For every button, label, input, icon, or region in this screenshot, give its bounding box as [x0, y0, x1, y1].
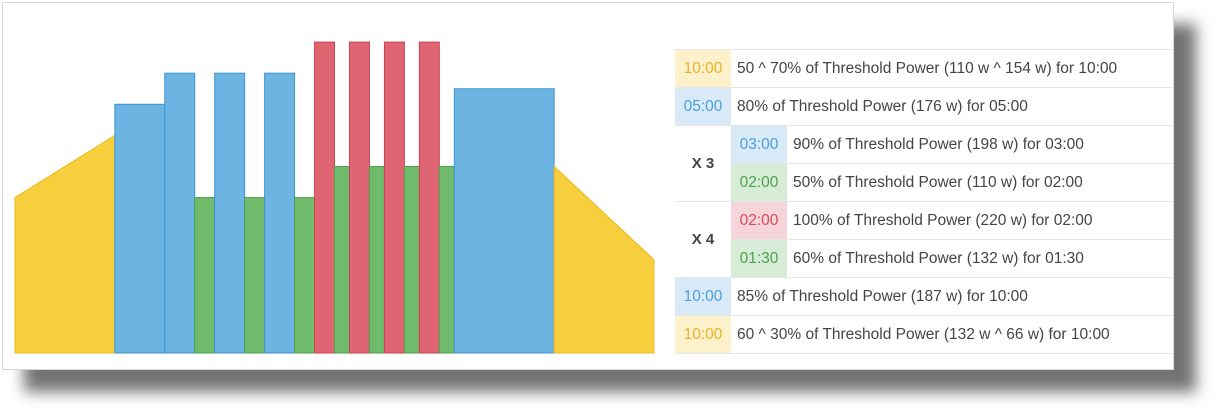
table-row: 10:00 50 ^ 70% of Threshold Power (110 w … [675, 49, 1172, 88]
chart-segment-18-warmup [553, 165, 655, 354]
step-description: 60% of Threshold Power (132 w) for 01:30 [787, 239, 1172, 278]
step-description: 50 ^ 70% of Threshold Power (110 w ^ 154… [731, 49, 1172, 88]
chart-segment-12-recovery [368, 165, 385, 354]
step-duration: 02:00 [731, 163, 787, 202]
step-description: 50% of Threshold Power (110 w) for 02:00 [787, 163, 1172, 202]
chart-segment-10-recovery [334, 165, 350, 354]
chart-segment-13-threshold [383, 41, 405, 354]
chart-segment-15-threshold [418, 41, 440, 354]
step-duration: 02:00 [731, 201, 787, 240]
table-row: 02:00 50% of Threshold Power (110 w) for … [675, 163, 1172, 202]
step-duration: 10:00 [675, 49, 731, 88]
table-row: 10:00 85% of Threshold Power (187 w) for … [675, 277, 1172, 316]
chart-segment-9-threshold [314, 41, 335, 354]
step-description: 80% of Threshold Power (176 w) for 05:00 [731, 87, 1172, 126]
chart-segment-1-warmup [14, 134, 116, 354]
step-description: 85% of Threshold Power (187 w) for 10:00 [731, 277, 1172, 316]
step-duration: 05:00 [675, 87, 731, 126]
chart-segment-11-threshold [348, 41, 370, 354]
chart-segment-14-recovery [403, 165, 420, 354]
step-duration: 10:00 [675, 315, 731, 354]
chart-segment-5-endurance [214, 72, 246, 354]
repeat-count: X 4 [675, 201, 731, 278]
step-duration: 03:00 [731, 125, 787, 164]
step-description: 90% of Threshold Power (198 w) for 03:00 [787, 125, 1172, 164]
repeat-count: X 3 [675, 125, 731, 202]
chart-segment-8-recovery [294, 197, 316, 354]
step-description: 60 ^ 30% of Threshold Power (132 w ^ 66 … [731, 315, 1172, 354]
chart-segment-6-recovery [244, 197, 266, 354]
step-description: 100% of Threshold Power (220 w) for 02:0… [787, 201, 1172, 240]
chart-segment-4-recovery [194, 197, 216, 354]
table-row: X 3 03:00 90% of Threshold Power (198 w) f… [675, 125, 1172, 202]
chart-segment-2-endurance [114, 103, 166, 354]
workout-profile-chart [14, 41, 655, 354]
step-duration: 10:00 [675, 277, 731, 316]
chart-segment-17-endurance [453, 88, 555, 354]
table-row: 01:30 60% of Threshold Power (132 w) for … [675, 239, 1172, 278]
table-row: 10:00 60 ^ 30% of Threshold Power (132 w … [675, 315, 1172, 354]
table-row: 05:00 80% of Threshold Power (176 w) for … [675, 87, 1172, 126]
table-row: X 4 02:00 100% of Threshold Power (220 w) … [675, 201, 1172, 278]
workout-card: 10:00 50 ^ 70% of Threshold Power (110 w … [2, 2, 1174, 370]
workout-steps-table: 10:00 50 ^ 70% of Threshold Power (110 w … [675, 49, 1172, 354]
step-duration: 01:30 [731, 239, 787, 278]
chart-segment-16-recovery [438, 165, 455, 354]
chart-segment-3-endurance [164, 72, 196, 354]
chart-segment-7-endurance [264, 72, 296, 354]
